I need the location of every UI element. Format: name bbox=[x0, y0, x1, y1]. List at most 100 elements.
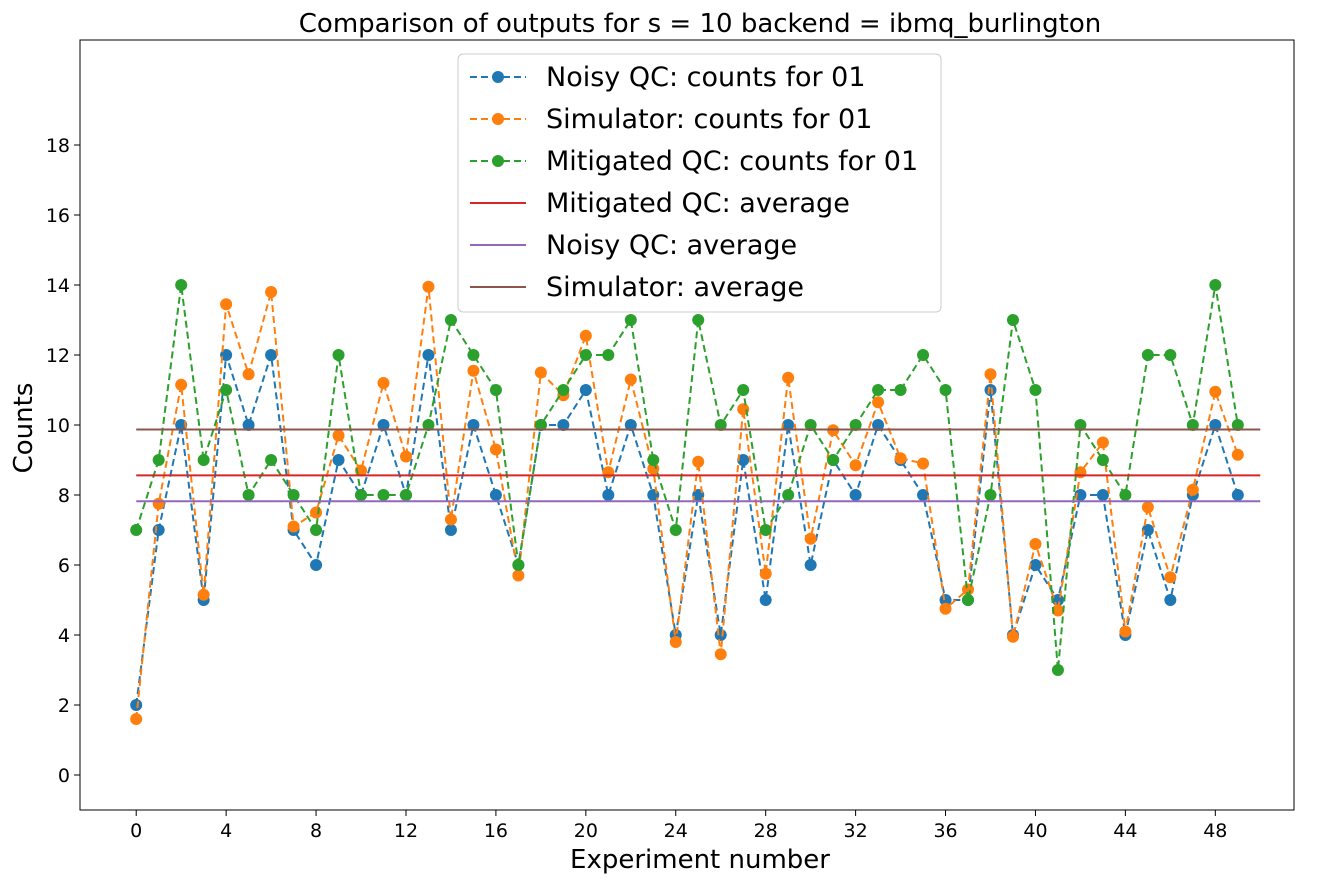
data-point bbox=[467, 419, 480, 431]
data-point bbox=[557, 384, 570, 396]
legend-label: Noisy QC: average bbox=[546, 230, 797, 261]
data-point bbox=[669, 524, 682, 536]
data-point bbox=[962, 583, 975, 596]
data-point bbox=[1164, 594, 1177, 606]
y-tick-label: 16 bbox=[46, 205, 70, 227]
x-tick-label: 8 bbox=[310, 820, 322, 842]
data-point bbox=[332, 429, 345, 442]
legend-item: Mitigated QC: average bbox=[470, 188, 850, 219]
data-point bbox=[1141, 524, 1154, 536]
data-point bbox=[1119, 489, 1132, 501]
data-point bbox=[692, 455, 705, 468]
data-point bbox=[939, 602, 952, 615]
data-point bbox=[130, 713, 143, 725]
legend-label: Mitigated QC: counts for 01 bbox=[546, 146, 918, 177]
x-tick-label: 24 bbox=[664, 820, 688, 842]
data-point bbox=[1096, 454, 1109, 466]
data-point bbox=[175, 378, 188, 391]
data-point bbox=[984, 489, 997, 501]
y-tick-label: 4 bbox=[58, 625, 70, 647]
data-point bbox=[602, 489, 615, 501]
y-tick-label: 12 bbox=[46, 345, 70, 367]
data-point bbox=[917, 489, 930, 501]
data-point bbox=[714, 419, 727, 431]
x-tick-label: 0 bbox=[130, 820, 142, 842]
y-tick-label: 2 bbox=[58, 695, 70, 717]
data-point bbox=[287, 489, 300, 501]
data-point bbox=[782, 419, 795, 431]
y-axis: 0 2 4 6 8 10 12 14 16 18 bbox=[46, 135, 80, 787]
data-point bbox=[1209, 279, 1222, 291]
legend-label: Simulator: counts for 01 bbox=[546, 104, 872, 135]
data-point bbox=[804, 559, 817, 571]
x-tick-label: 20 bbox=[574, 820, 598, 842]
data-point bbox=[1074, 489, 1087, 501]
data-point bbox=[1029, 559, 1042, 571]
data-point bbox=[1074, 419, 1087, 431]
data-point bbox=[917, 457, 930, 470]
data-point bbox=[534, 419, 547, 431]
x-tick-label: 4 bbox=[220, 820, 232, 842]
data-point bbox=[1141, 501, 1154, 514]
data-point bbox=[332, 349, 345, 361]
data-point bbox=[152, 454, 165, 466]
data-point bbox=[782, 371, 795, 384]
data-point bbox=[310, 559, 323, 571]
data-point bbox=[197, 588, 210, 601]
legend-item: Noisy QC: average bbox=[470, 230, 797, 261]
data-point bbox=[1231, 448, 1244, 461]
data-point bbox=[1029, 538, 1042, 550]
data-point bbox=[804, 532, 817, 545]
data-point bbox=[984, 368, 997, 381]
data-point bbox=[444, 513, 457, 526]
data-point bbox=[849, 459, 862, 472]
data-point bbox=[984, 384, 997, 396]
data-point bbox=[444, 524, 457, 536]
data-point bbox=[1029, 384, 1042, 396]
data-point bbox=[714, 648, 727, 661]
data-point bbox=[332, 454, 345, 466]
data-point bbox=[624, 419, 637, 431]
data-point bbox=[1186, 419, 1199, 431]
x-tick-label: 44 bbox=[1113, 820, 1137, 842]
data-point bbox=[1141, 349, 1154, 361]
data-point bbox=[1051, 604, 1064, 617]
data-point bbox=[917, 349, 930, 361]
data-point bbox=[1164, 571, 1177, 584]
data-point bbox=[579, 329, 592, 342]
data-point bbox=[242, 419, 255, 431]
data-point bbox=[647, 462, 660, 475]
data-point bbox=[220, 384, 233, 396]
legend-box bbox=[457, 53, 942, 313]
data-point bbox=[849, 489, 862, 501]
data-point bbox=[265, 349, 278, 361]
data-point bbox=[377, 377, 390, 389]
data-point bbox=[827, 454, 840, 466]
legend: Noisy QC: counts for 01 Simulator: counts… bbox=[457, 53, 942, 313]
data-point bbox=[804, 419, 817, 431]
legend-label: Simulator: average bbox=[546, 272, 804, 303]
data-point bbox=[1186, 483, 1199, 496]
data-point bbox=[579, 349, 592, 361]
legend-marker bbox=[492, 155, 504, 167]
data-point bbox=[1231, 419, 1244, 431]
y-tick-label: 0 bbox=[58, 765, 70, 787]
data-point bbox=[1119, 625, 1132, 638]
x-tick-label: 16 bbox=[484, 820, 508, 842]
x-tick-label: 48 bbox=[1203, 820, 1227, 842]
series-layer bbox=[130, 279, 1261, 725]
data-point bbox=[265, 454, 278, 466]
data-point bbox=[444, 314, 457, 326]
data-point bbox=[647, 454, 660, 466]
data-point bbox=[512, 559, 525, 571]
legend-label: Mitigated QC: average bbox=[546, 188, 850, 219]
data-point bbox=[894, 384, 907, 396]
data-point bbox=[220, 298, 233, 311]
y-axis-label: Counts bbox=[9, 383, 39, 474]
data-point bbox=[310, 524, 323, 536]
data-point bbox=[1209, 419, 1222, 431]
data-point bbox=[939, 384, 952, 396]
x-tick-label: 28 bbox=[754, 820, 778, 842]
x-tick-label: 36 bbox=[933, 820, 957, 842]
